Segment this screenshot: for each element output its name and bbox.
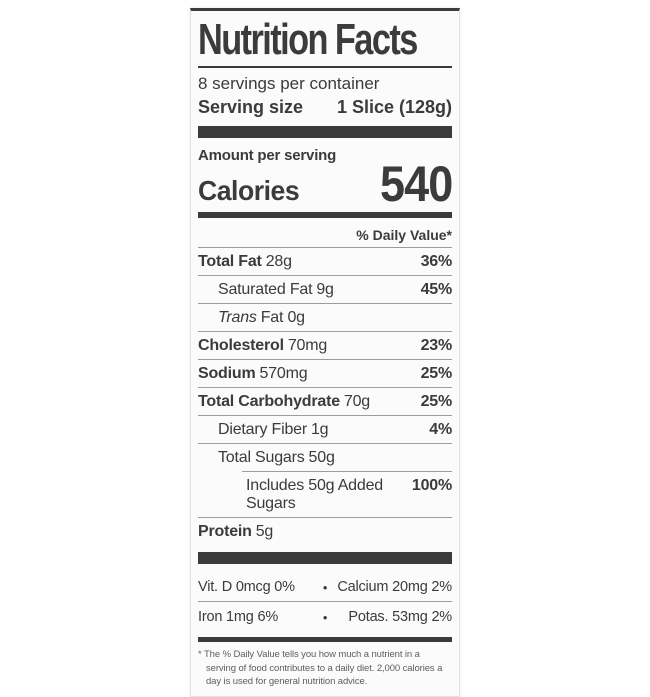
micronutrient-row-2: Iron 1mg 6% • Potas. 53mg 2% — [198, 602, 452, 631]
medium-divider-calories — [198, 212, 452, 219]
thin-divider-footnote — [198, 637, 452, 643]
nutrient-row-protein: Protein 5g — [198, 517, 452, 545]
micronutrient-left: Vit. D 0mcg 0% — [198, 579, 295, 596]
thick-divider-top — [198, 126, 452, 139]
calories-label: Calories — [198, 175, 300, 207]
nutrient-row-total-fat: Total Fat 28g 36% — [198, 248, 453, 277]
nutrient-row-dietary-fiber: Dietary Fiber 1g 4% — [198, 416, 452, 445]
nutrient-name: Sodium — [198, 365, 256, 383]
bullet-separator: • — [322, 579, 328, 595]
amount-per-serving-label: Amount per serving — [198, 147, 337, 165]
nutrient-amount: 9g — [316, 281, 334, 299]
nutrient-dv: 36% — [420, 253, 453, 271]
thick-divider-vitamins — [198, 552, 452, 565]
nutrient-row-sodium: Sodium 570mg 25% — [198, 360, 453, 389]
nutrient-row-total-carbohydrate: Total Carbohydrate 70g 25% — [198, 388, 453, 417]
nutrient-dv: 25% — [420, 393, 453, 411]
micronutrient-right: Potas. 53mg 2% — [348, 609, 452, 626]
micronutrients-block: Vit. D 0mcg 0% • Calcium 20mg 2% Iron 1m… — [198, 572, 452, 631]
nutrient-dv: 25% — [420, 365, 453, 383]
title-divider — [198, 66, 452, 68]
nutrient-row-added-sugars: Includes 50g Added Sugars 100% — [242, 471, 452, 517]
nutrient-dv: 45% — [420, 281, 453, 299]
nutrient-row-saturated-fat: Saturated Fat 9g 45% — [198, 276, 453, 305]
nutrition-facts-label: Nutrition Facts 8 servings per container… — [190, 8, 460, 697]
micronutrient-right: Calcium 20mg 2% — [337, 579, 452, 596]
serving-size-row: Serving size 1 Slice (128g) — [198, 97, 452, 118]
serving-size-label: Serving size — [198, 97, 304, 118]
micronutrient-divider — [198, 601, 452, 603]
label-title-text: Nutrition Facts — [198, 15, 418, 64]
label-title: Nutrition Facts — [198, 16, 452, 62]
nutrient-row-total-sugars: Total Sugars 50g — [198, 444, 452, 471]
nutrient-name: Cholesterol — [198, 337, 284, 355]
nutrient-name: Total Sugars — [218, 449, 305, 467]
nutrient-name: Trans — [218, 309, 257, 327]
nutrient-name: Includes 50g Added Sugars — [246, 477, 383, 513]
nutrient-name: Total Carbohydrate — [198, 393, 340, 411]
nutrient-dv: 100% — [411, 477, 452, 495]
serving-size-value: 1 Slice (128g) — [336, 97, 452, 118]
servings-per-container: 8 servings per container — [198, 74, 380, 93]
daily-value-footnote: * The % Daily Value tells you how much a… — [198, 649, 443, 687]
nutrient-row-trans-fat: Trans Fat 0g — [198, 304, 452, 333]
nutrient-name: Saturated Fat — [218, 281, 313, 299]
nutrient-amount: 28g — [265, 253, 292, 271]
nutrient-amount: 70g — [343, 393, 371, 411]
nutrient-amount: 570mg — [259, 365, 308, 383]
micronutrient-left: Iron 1mg 6% — [198, 609, 279, 626]
bullet-separator: • — [322, 609, 328, 625]
nutrient-amount: 50g — [308, 449, 335, 467]
nutrient-row-cholesterol: Cholesterol 70mg 23% — [198, 332, 453, 361]
nutrient-amount: Fat 0g — [260, 309, 305, 327]
nutrient-amount: 5g — [255, 523, 274, 541]
nutrient-name: Dietary Fiber — [218, 421, 307, 439]
daily-value-header: % Daily Value* — [198, 222, 452, 249]
calories-value: 540 — [379, 156, 453, 213]
nutrient-amount: 1g — [310, 421, 329, 439]
nutrient-name: Protein — [198, 523, 252, 541]
nutrient-name: Total Fat — [198, 253, 262, 271]
nutrient-dv: 23% — [420, 337, 453, 355]
nutrient-dv: 4% — [429, 421, 452, 439]
micronutrient-row-1: Vit. D 0mcg 0% • Calcium 20mg 2% — [198, 572, 452, 601]
nutrient-amount: 70mg — [287, 337, 328, 355]
calories-row: Calories 540 — [198, 156, 453, 213]
